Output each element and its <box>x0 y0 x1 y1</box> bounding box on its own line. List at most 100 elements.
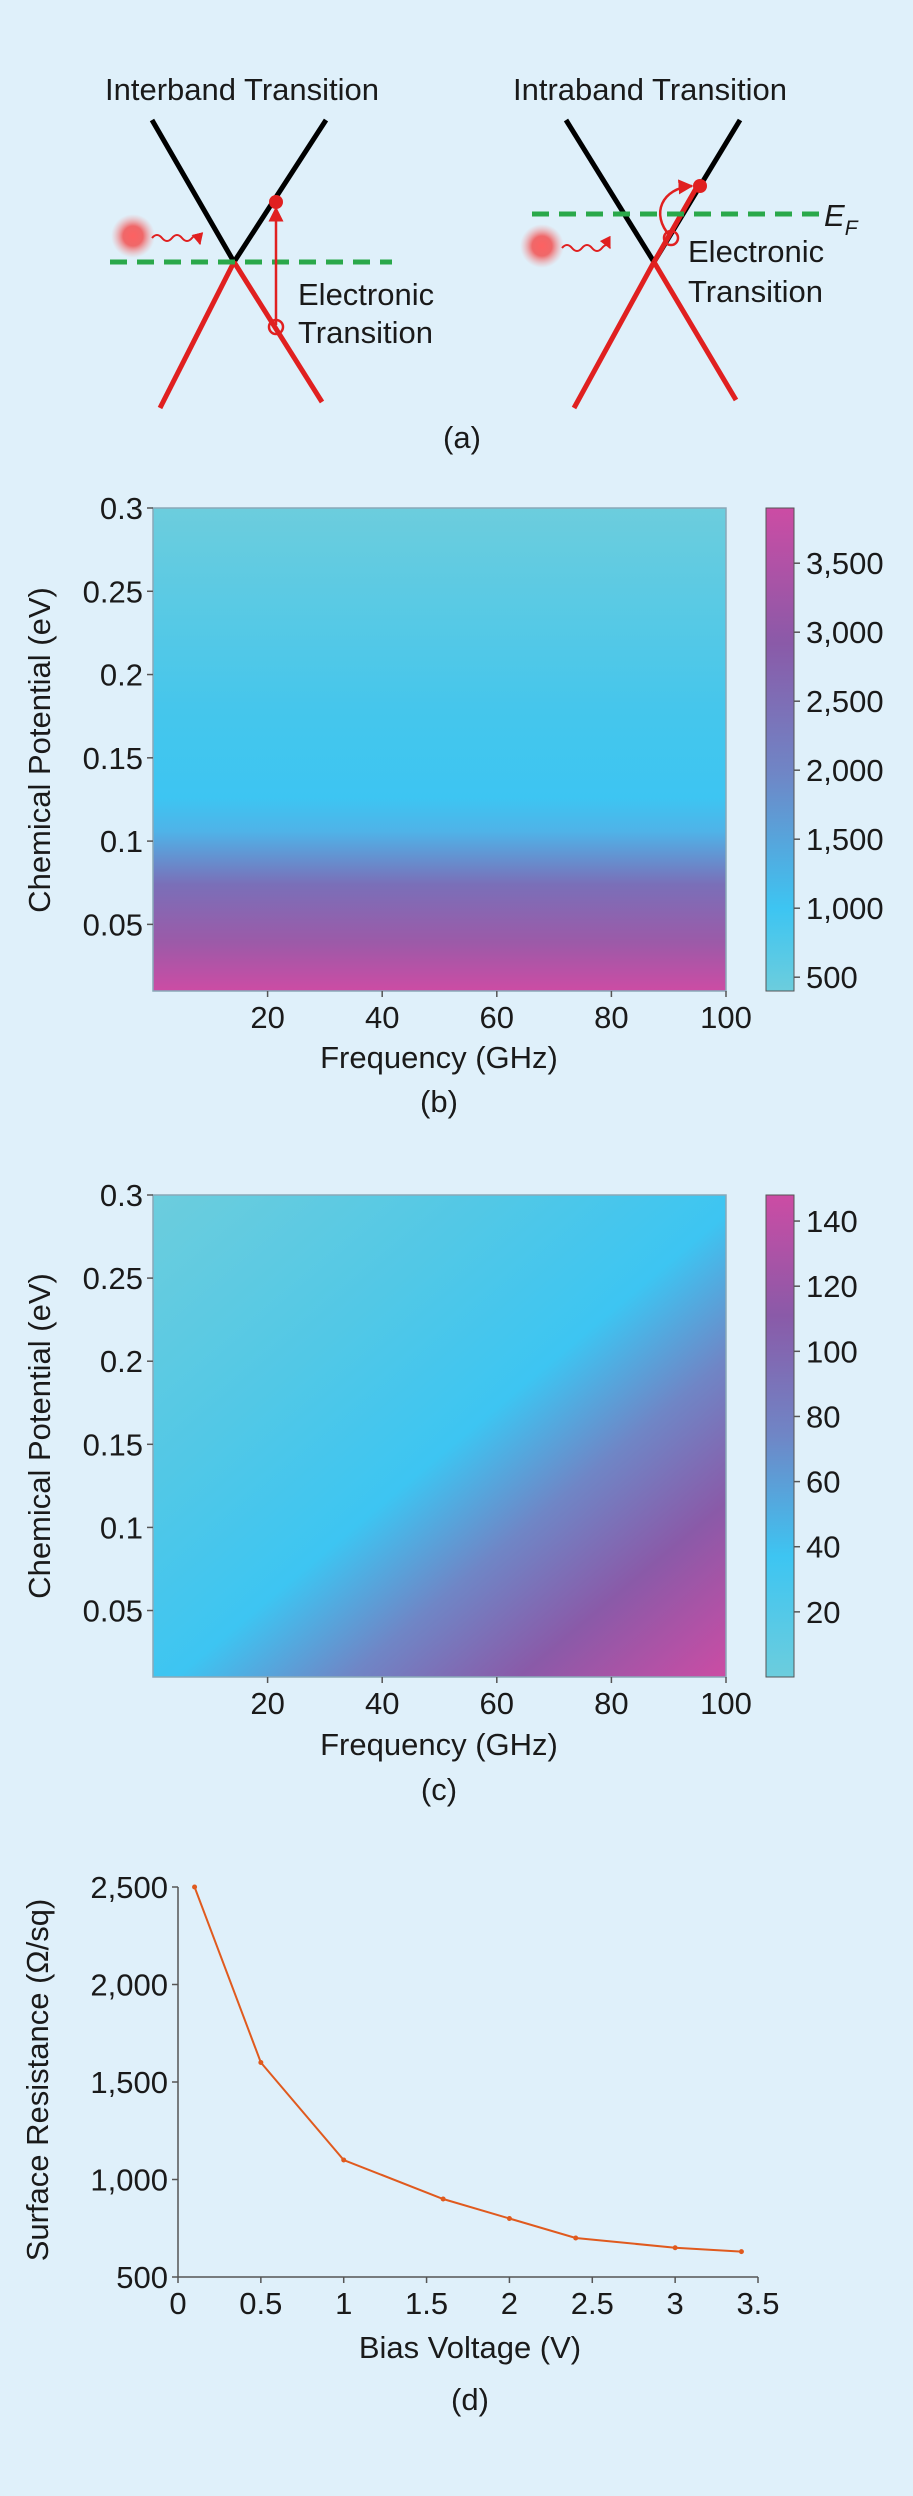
heatmap-c-y-axis: 0.05 0.1 0.15 0.2 0.25 0.3 <box>83 1178 153 1629</box>
colorbar-tick-label: 3,500 <box>806 546 884 581</box>
x-tick-label: 2 <box>501 2286 518 2321</box>
right-transition-label-2: Transition <box>688 274 823 309</box>
heatmap-c <box>153 1195 726 1677</box>
panel-a: Interband Transition Intraband Transitio… <box>105 72 859 455</box>
data-point <box>341 2157 347 2163</box>
x-tick-label: 0 <box>169 2286 186 2321</box>
colorbar-tick-label: 60 <box>806 1465 840 1500</box>
x-tick-label: 20 <box>250 1000 284 1035</box>
line-chart-ylabel: Surface Resistance (Ω/sq) <box>20 1899 55 2262</box>
y-tick-label: 0.2 <box>100 1344 143 1379</box>
left-lower-band-right <box>231 260 325 404</box>
colorbar-c <box>765 1194 795 1678</box>
heatmap-b <box>153 508 726 991</box>
y-tick-label: 1,000 <box>90 2163 168 2198</box>
fermi-level-label: EF <box>824 198 859 240</box>
left-electron <box>269 195 283 209</box>
data-point <box>440 2196 446 2202</box>
colorbar-tick-label: 100 <box>806 1334 858 1369</box>
y-tick-label: 2,000 <box>90 1968 168 2003</box>
left-photon <box>111 214 155 258</box>
x-tick-label: 20 <box>250 1686 284 1721</box>
panel-b-caption: (b) <box>420 1084 458 1119</box>
right-lower-band-right-ext <box>651 260 739 402</box>
panel-d: 0 0.5 1 1.5 2 2.5 3 3.5 500 1,000 1,500 2,000 2,500… <box>20 1870 780 2417</box>
left-upper-band-right <box>231 118 329 264</box>
x-tick-label: 80 <box>594 1686 628 1721</box>
heatmap-b-x-axis: 20 40 60 80 100 <box>250 991 752 1035</box>
colorbar-tick-label: 80 <box>806 1399 840 1434</box>
heatmap-b-xlabel: Frequency (GHz) <box>320 1040 558 1075</box>
y-tick-label: 0.2 <box>100 658 143 693</box>
x-tick-label: 100 <box>700 1000 752 1035</box>
y-tick-label: 0.25 <box>83 574 143 609</box>
colorbar-tick-label: 40 <box>806 1530 840 1565</box>
x-tick-label: 3.5 <box>736 2286 779 2321</box>
colorbar-tick-label: 1,500 <box>806 822 884 857</box>
colorbar-tick-label: 140 <box>806 1204 858 1239</box>
x-tick-label: 1.5 <box>405 2286 448 2321</box>
x-tick-label: 2.5 <box>571 2286 614 2321</box>
heatmap-b-ylabel: Chemical Potential (eV) <box>22 587 57 913</box>
panel-b: 20 40 60 80 100 0.05 0.1 0.15 0.2 0.25 0.3 Freque… <box>22 491 884 1119</box>
left-transition-label-1: Electronic <box>298 277 434 312</box>
y-tick-label: 0.1 <box>100 824 143 859</box>
heatmap-b-frame <box>152 507 727 992</box>
left-transition-label-2: Transition <box>298 315 433 350</box>
y-tick-label: 0.05 <box>83 1594 143 1629</box>
y-tick-label: 0.15 <box>83 1427 143 1462</box>
right-upper-band-left <box>563 118 657 264</box>
right-hole <box>662 229 680 247</box>
x-tick-label: 40 <box>365 1000 399 1035</box>
right-transition-label-1: Electronic <box>688 234 824 269</box>
interband-title: Interband Transition <box>105 72 379 107</box>
heatmap-c-xlabel: Frequency (GHz) <box>320 1727 558 1762</box>
heatmap-c-x-axis: 20 40 60 80 100 <box>250 1677 752 1721</box>
x-tick-label: 80 <box>594 1000 628 1035</box>
right-lower-band-right <box>651 183 701 264</box>
heatmap-c-frame <box>152 1194 727 1678</box>
colorbar-c-ticks: 20 40 60 80 100 120 140 <box>794 1204 858 1630</box>
colorbar-tick-label: 2,500 <box>806 684 884 719</box>
x-tick-label: 100 <box>700 1686 752 1721</box>
left-lower-band-left <box>157 260 237 410</box>
right-photon-wave <box>561 235 611 252</box>
resistance-series-line <box>193 1886 742 2253</box>
y-tick-label: 0.15 <box>83 741 143 776</box>
line-chart-xlabel: Bias Voltage (V) <box>359 2330 581 2365</box>
x-tick-label: 0.5 <box>239 2286 282 2321</box>
colorbar-tick-label: 20 <box>806 1595 840 1630</box>
x-tick-label: 3 <box>667 2286 684 2321</box>
panel-c: 20 40 60 80 100 0.05 0.1 0.15 0.2 0.25 0.3 Freque… <box>22 1178 858 1807</box>
y-tick-label: 0.05 <box>83 907 143 942</box>
left-photon-wave <box>151 232 204 246</box>
y-tick-label: 2,500 <box>90 1870 168 1905</box>
data-point <box>573 2235 579 2241</box>
y-tick-label: 0.3 <box>100 1178 143 1213</box>
colorbar-b-ticks: 500 1,000 1,500 2,000 2,500 3,000 3,500 <box>794 546 884 995</box>
left-upper-band-left <box>149 118 237 264</box>
data-point <box>192 1884 198 1890</box>
data-point <box>672 2245 678 2251</box>
right-electron <box>693 179 707 193</box>
line-chart-x-ticks: 0 0.5 1 1.5 2 2.5 3 3.5 <box>169 2277 780 2321</box>
colorbar-tick-label: 3,000 <box>806 615 884 650</box>
left-hole <box>267 318 285 336</box>
right-photon <box>520 224 564 268</box>
y-tick-label: 0.1 <box>100 1510 143 1545</box>
y-tick-label: 1,500 <box>90 2065 168 2100</box>
x-tick-label: 40 <box>365 1686 399 1721</box>
line-chart-series <box>192 1884 744 2255</box>
heatmap-c-ylabel: Chemical Potential (eV) <box>22 1273 57 1599</box>
panel-c-caption: (c) <box>421 1772 457 1807</box>
panel-d-caption: (d) <box>451 2382 489 2417</box>
data-point <box>506 2216 512 2221</box>
colorbar-tick-label: 1,000 <box>806 891 884 926</box>
y-tick-label: 500 <box>116 2260 168 2295</box>
colorbar-b <box>765 507 795 992</box>
data-point <box>738 2249 744 2255</box>
line-chart-y-ticks: 500 1,000 1,500 2,000 2,500 <box>90 1870 178 2295</box>
intraband-title: Intraband Transition <box>513 72 787 107</box>
heatmap-b-y-axis: 0.05 0.1 0.15 0.2 0.25 0.3 <box>83 491 153 942</box>
